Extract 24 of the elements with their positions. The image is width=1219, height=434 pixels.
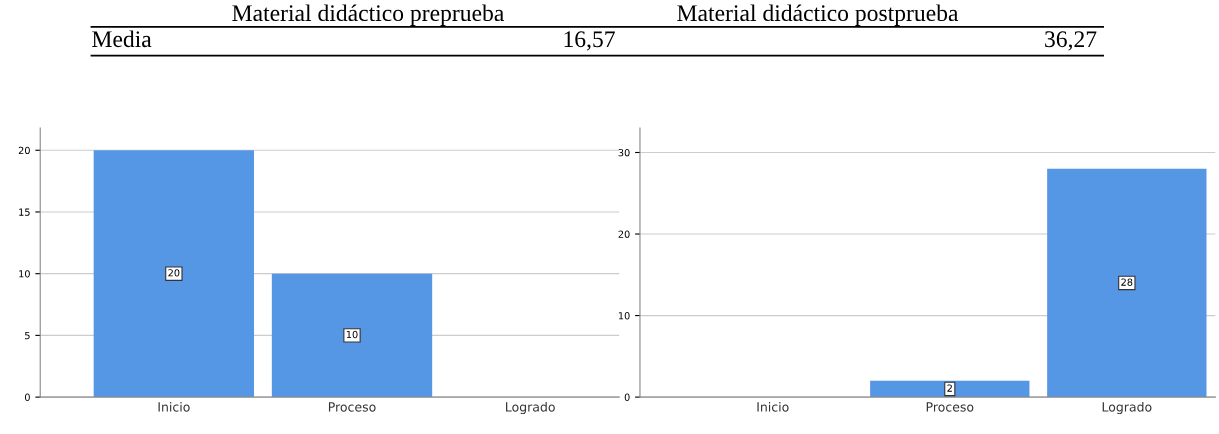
text: Material didáctico preprueba — [232, 4, 504, 26]
y-tick-label: 15 — [19, 208, 30, 216]
data-label: 10 — [346, 330, 358, 339]
y-tick-label: 5 — [25, 332, 30, 340]
y-tick-label: 10 — [19, 270, 30, 278]
y-tick-label: 0 — [624, 393, 630, 401]
y-tick-label: 20 — [18, 146, 30, 155]
x-tick-label: Proceso — [328, 402, 376, 412]
text: Media — [92, 30, 152, 48]
text: Material didáctico postprueba — [677, 4, 959, 26]
y-tick-label: 30 — [618, 148, 630, 157]
x-tick-label: Logrado — [1102, 401, 1152, 415]
x-tick-label: Proceso — [926, 402, 974, 412]
data-label: 2 — [947, 384, 952, 392]
y-tick-label: 0 — [24, 393, 30, 401]
data-label: 20 — [168, 269, 180, 277]
x-tick-label: Inicio — [757, 401, 789, 412]
y-tick-label: 20 — [618, 230, 630, 238]
x-tick-label: Inicio — [158, 401, 190, 412]
y-tick-label: 10 — [618, 312, 630, 320]
data-label: 28 — [1121, 278, 1133, 286]
x-tick-label: Logrado — [506, 401, 555, 415]
text: 16,57 — [564, 31, 615, 51]
text: 36,27 — [1045, 31, 1097, 51]
